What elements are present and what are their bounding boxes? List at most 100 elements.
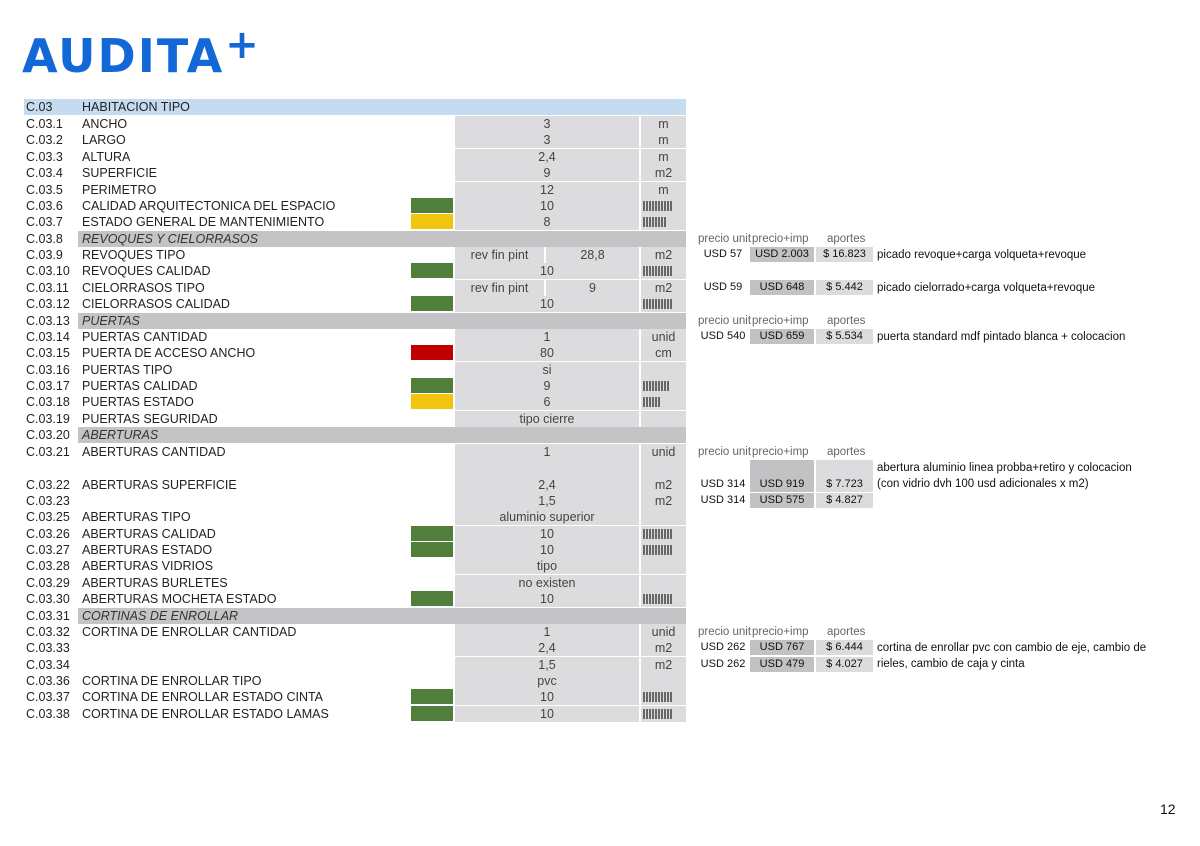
rating-tick <box>646 381 648 391</box>
row-value[interactable]: rev fin pint <box>455 247 544 263</box>
row-value[interactable]: tipo cierre <box>455 411 639 427</box>
rating-tick <box>658 692 660 702</box>
row-value[interactable]: 3 <box>455 116 639 132</box>
row-value[interactable]: 10 <box>455 526 639 542</box>
row-value[interactable]: 1 <box>455 444 639 460</box>
rating-tick <box>664 201 666 211</box>
row-value[interactable]: 10 <box>455 689 639 705</box>
row-unit <box>641 411 686 427</box>
pricing-header-price: precio+imp <box>752 233 809 245</box>
section-title: HABITACION TIPO <box>82 100 190 114</box>
rating-tick <box>664 529 666 539</box>
row-value[interactable]: aluminio superior <box>455 509 639 525</box>
row-value[interactable]: rev fin pint <box>455 280 544 296</box>
rating-tick <box>655 594 657 604</box>
rating-tick <box>658 201 660 211</box>
row-label: PUERTAS TIPO <box>82 363 173 377</box>
row-value[interactable]: pvc <box>455 673 639 689</box>
section-band <box>78 608 686 624</box>
rating-bars <box>641 689 686 705</box>
row-value[interactable]: 10 <box>455 198 639 214</box>
row-value[interactable]: 2,4 <box>455 640 639 656</box>
rating-tick <box>643 709 645 719</box>
row-value[interactable]: 2,4 <box>455 149 639 165</box>
pricing-header-contrib: aportes <box>827 315 866 327</box>
rating-tick <box>649 217 651 227</box>
row-value[interactable]: 10 <box>455 591 639 607</box>
rating-tick <box>655 709 657 719</box>
row-value[interactable]: 10 <box>455 296 639 312</box>
rating-tick <box>670 709 672 719</box>
section-title: CORTINAS DE ENROLLAR <box>82 609 239 623</box>
row-value-2[interactable]: 28,8 <box>546 247 639 263</box>
rating-tick <box>646 217 648 227</box>
row-unit: m2 <box>641 460 686 493</box>
row-code: C.03.27 <box>26 543 70 557</box>
row-unit: unid <box>641 329 686 345</box>
rating-tick <box>661 545 663 555</box>
contribution: $ 5.442 <box>816 280 873 295</box>
row-unit: m2 <box>641 493 686 509</box>
rating-tick <box>652 266 654 276</box>
rating-tick <box>667 709 669 719</box>
price-with-tax: USD 648 <box>750 280 814 295</box>
row-value[interactable]: tipo <box>455 558 639 574</box>
row-label: CIELORRASOS CALIDAD <box>82 297 230 311</box>
pricing-header-unit: precio unit <box>698 446 752 458</box>
rating-tick <box>646 529 648 539</box>
price-with-tax: USD 659 <box>750 329 814 344</box>
row-unit: m <box>641 132 686 148</box>
row-value[interactable]: 3 <box>455 132 639 148</box>
row-value[interactable]: 12 <box>455 182 639 198</box>
row-code: C.03.23 <box>26 494 70 508</box>
pricing-header-price: precio+imp <box>752 446 809 458</box>
rating-tick <box>649 201 651 211</box>
pricing-header-price: precio+imp <box>752 315 809 327</box>
rating-tick <box>652 397 654 407</box>
row-value-2[interactable]: 9 <box>546 280 639 296</box>
rating-tick <box>661 594 663 604</box>
rating-tick <box>649 529 651 539</box>
row-code: C.03.31 <box>26 609 70 623</box>
logo-plus: + <box>225 22 261 68</box>
row-value[interactable]: 9 <box>455 378 639 394</box>
audita-logo: AUDITA+ <box>22 22 261 79</box>
row-label: PUERTAS SEGURIDAD <box>82 412 218 426</box>
row-value[interactable]: 10 <box>455 263 639 279</box>
price-with-tax: USD 919 <box>750 460 814 492</box>
contribution: $ 6.444 <box>816 640 873 655</box>
pricing-header-unit: precio unit <box>698 315 752 327</box>
row-label: ABERTURAS BURLETES <box>82 576 228 590</box>
section-band <box>78 231 686 247</box>
row-value[interactable]: 9 <box>455 165 639 181</box>
rating-tick <box>649 381 651 391</box>
row-code: C.03.2 <box>26 133 63 147</box>
rating-tick <box>649 709 651 719</box>
rating-bars <box>641 214 686 230</box>
pricing-description: picado cielorrado+carga volqueta+revoque <box>877 282 1096 294</box>
row-unit: m2 <box>641 247 686 263</box>
row-value[interactable]: si <box>455 362 639 378</box>
row-value[interactable]: 1 <box>455 329 639 345</box>
rating-tick <box>670 299 672 309</box>
row-value[interactable]: 10 <box>455 706 639 722</box>
row-value[interactable]: 1 <box>455 624 639 640</box>
row-value[interactable]: 1,5 <box>455 493 639 509</box>
status-swatch-green <box>411 296 453 311</box>
row-value[interactable]: 6 <box>455 394 639 410</box>
row-code: C.03.29 <box>26 576 70 590</box>
section-band <box>78 427 686 443</box>
row-value[interactable]: no existen <box>455 575 639 591</box>
row-code: C.03 <box>26 100 53 114</box>
row-value[interactable]: 80 <box>455 345 639 361</box>
row-value[interactable]: 8 <box>455 214 639 230</box>
row-value[interactable]: 10 <box>455 542 639 558</box>
pricing-note: rieles, cambio de caja y cinta <box>877 658 1025 670</box>
rating-tick <box>664 709 666 719</box>
row-code: C.03.7 <box>26 215 63 229</box>
row-value[interactable]: 1,5 <box>455 657 639 673</box>
row-value[interactable]: 2,4 <box>455 460 639 493</box>
rating-tick <box>658 709 660 719</box>
row-label: REVOQUES CALIDAD <box>82 264 211 278</box>
row-label: PUERTAS CANTIDAD <box>82 330 208 344</box>
